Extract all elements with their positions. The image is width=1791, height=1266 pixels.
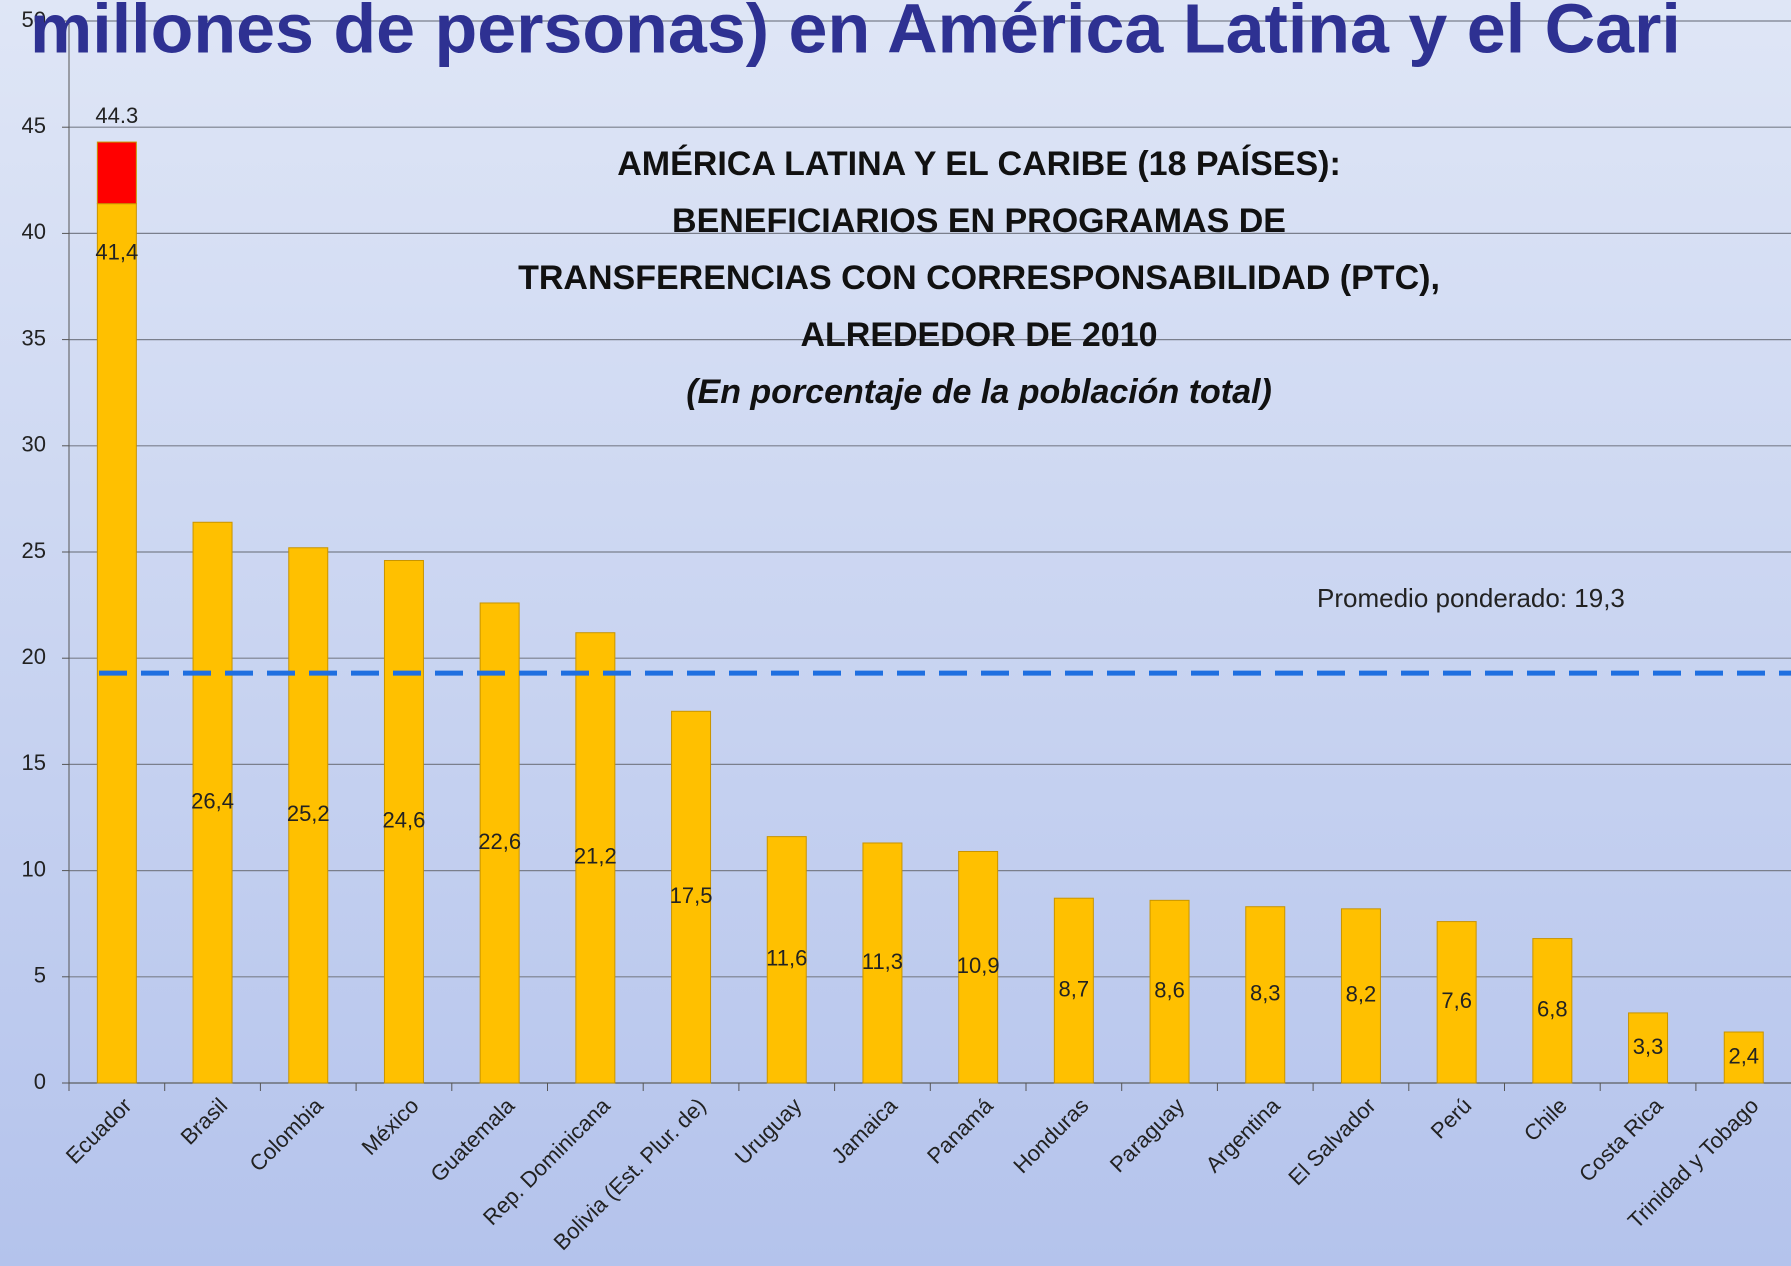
value-label: 11,6 [766, 946, 807, 971]
chart-title: BENEFICIARIOS EN PROGRAMAS DE [672, 202, 1286, 240]
bar [1149, 899, 1190, 1084]
value-label: 7,6 [1441, 988, 1472, 1013]
y-tick-label: 30 [22, 432, 46, 457]
reference-label: Promedio ponderado: 19,3 [1317, 583, 1625, 613]
total-label: 44.3 [95, 103, 138, 128]
bar [766, 836, 807, 1084]
bar [288, 547, 329, 1084]
bar [1053, 897, 1094, 1084]
bar [383, 559, 424, 1084]
y-tick-label: 5 [34, 963, 46, 988]
value-label: 8,2 [1346, 982, 1377, 1007]
bar [958, 850, 999, 1084]
value-label: 21,2 [574, 844, 617, 869]
y-tick-label: 10 [22, 856, 46, 881]
value-label: 22,6 [478, 829, 521, 854]
value-label: 24,6 [383, 808, 426, 833]
y-tick-label: 0 [34, 1069, 46, 1094]
value-label: 6,8 [1537, 997, 1568, 1022]
y-tick-label: 45 [22, 113, 46, 138]
bar [1532, 938, 1573, 1084]
value-label: 41,4 [95, 239, 138, 264]
bar [1628, 1012, 1669, 1084]
chart-subtitle: (En porcentaje de la población total) [686, 373, 1272, 411]
value-label: 3,3 [1633, 1034, 1664, 1059]
value-label: 8,3 [1250, 981, 1281, 1006]
bar [1723, 1031, 1764, 1084]
bar [96, 141, 137, 205]
bar [479, 602, 520, 1084]
y-tick-label: 15 [22, 750, 46, 775]
bar [1436, 921, 1477, 1084]
bar [575, 632, 616, 1084]
bar [1340, 908, 1381, 1084]
y-tick-label: 20 [22, 644, 46, 669]
chart-title: AMÉRICA LATINA Y EL CARIBE (18 PAÍSES): [617, 145, 1341, 183]
value-label: 10,9 [957, 953, 1000, 978]
y-tick-label: 50 [22, 7, 46, 32]
bar [862, 842, 903, 1084]
y-tick-label: 35 [22, 325, 46, 350]
value-label: 17,5 [670, 883, 713, 908]
bar [671, 710, 712, 1084]
y-tick-label: 25 [22, 538, 46, 563]
bar [96, 203, 137, 1084]
value-label: 26,4 [191, 788, 234, 813]
y-tick-label: 40 [22, 219, 46, 244]
value-label: 11,3 [862, 949, 903, 974]
chart-title: TRANSFERENCIAS CON CORRESPONSABILIDAD (P… [518, 259, 1440, 297]
value-label: 8,6 [1154, 977, 1185, 1002]
bar [192, 521, 233, 1084]
chart-titles: AMÉRICA LATINA Y EL CARIBE (18 PAÍSES): B… [518, 145, 1440, 411]
value-label: 8,7 [1059, 976, 1090, 1001]
chart-title: ALREDEDOR DE 2010 [800, 316, 1157, 354]
slide-title: millones de personas) en América Latina … [30, 0, 1681, 67]
value-label: 25,2 [287, 801, 330, 826]
value-label: 2,4 [1728, 1043, 1759, 1068]
bar [1245, 906, 1286, 1084]
